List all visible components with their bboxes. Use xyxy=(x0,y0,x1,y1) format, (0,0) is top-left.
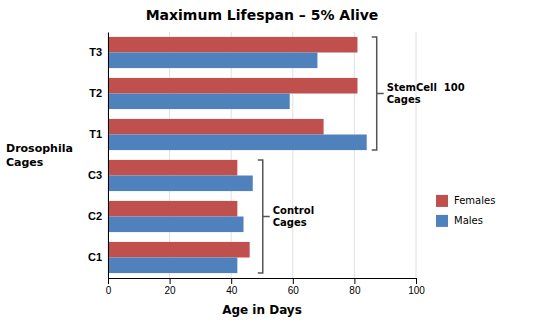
legend-label: Females xyxy=(454,195,495,206)
tick: T3 xyxy=(89,46,102,58)
tick-label: 40 xyxy=(226,285,238,296)
tick-label: 80 xyxy=(349,285,361,296)
legend: Females Males xyxy=(436,195,495,227)
legend-label: Males xyxy=(454,215,483,226)
tick-mark xyxy=(108,278,109,284)
bar xyxy=(108,242,250,258)
tick-label: T3 xyxy=(89,46,102,58)
bar xyxy=(108,94,290,110)
bar xyxy=(108,37,357,53)
axis-line xyxy=(109,279,417,285)
plot: 0 20 40 60 80 100 C1 C2 C3 T1 T2 T3 StemCell 100Cage… xyxy=(88,32,465,296)
bracket xyxy=(372,37,384,150)
grid-line xyxy=(292,32,293,278)
grid-line xyxy=(231,32,232,278)
tick: 60 xyxy=(288,278,300,296)
tick-mark xyxy=(416,278,417,284)
grid-line xyxy=(416,32,417,278)
annotations: StemCell 100Cages ControlCages xyxy=(258,37,465,273)
bar xyxy=(108,217,244,233)
legend-item: Males xyxy=(436,215,483,227)
bar xyxy=(108,78,357,94)
tick: C3 xyxy=(88,169,102,181)
bar xyxy=(108,119,324,135)
tick-label: 60 xyxy=(288,285,300,296)
bar xyxy=(108,160,237,176)
tick: 20 xyxy=(165,278,177,296)
tick-label: C2 xyxy=(88,210,102,222)
grid xyxy=(108,32,416,278)
bracket xyxy=(258,160,270,273)
tick-label: 20 xyxy=(165,285,177,296)
tick: C2 xyxy=(88,210,102,222)
bar xyxy=(108,176,253,192)
annotation: StemCell 100Cages xyxy=(387,82,465,105)
legend-swatch xyxy=(436,215,448,227)
chart: 0 20 40 60 80 100 C1 C2 C3 T1 T2 T3 StemCell 100Cage… xyxy=(0,0,556,322)
bar xyxy=(108,135,367,151)
tick: 100 xyxy=(408,278,425,296)
tick-label: C1 xyxy=(88,251,102,263)
bars xyxy=(108,37,367,273)
tick: T1 xyxy=(89,128,102,140)
grid-line xyxy=(108,32,109,278)
y-axis: C1 C2 C3 T1 T2 T3 xyxy=(88,33,109,279)
y-label: DrosophilaCages xyxy=(6,142,73,169)
legend-swatch xyxy=(436,195,448,207)
tick-label: 0 xyxy=(106,285,112,296)
tick: 80 xyxy=(349,278,361,296)
tick-mark xyxy=(293,278,294,284)
bar xyxy=(108,53,317,69)
tick-label: 100 xyxy=(408,285,425,296)
tick-label: C3 xyxy=(88,169,102,181)
title: Maximum Lifespan – 5% Alive xyxy=(146,7,379,23)
tick-label: T1 xyxy=(89,128,102,140)
legend-item: Females xyxy=(436,195,495,207)
grid-line xyxy=(169,32,170,278)
bar xyxy=(108,258,237,274)
tick-mark xyxy=(170,278,171,284)
grid-line xyxy=(354,32,355,278)
annotation: ControlCages xyxy=(273,205,314,228)
tick-mark xyxy=(231,278,232,284)
x-label: Age in Days xyxy=(222,303,302,317)
bar xyxy=(108,201,237,217)
x-axis: 0 20 40 60 80 100 xyxy=(106,278,426,296)
tick: T2 xyxy=(89,87,102,99)
axis-line xyxy=(108,33,109,279)
tick: 40 xyxy=(226,278,238,296)
tick-label: T2 xyxy=(89,87,102,99)
tick: 0 xyxy=(106,278,112,296)
tick: C1 xyxy=(88,251,102,263)
tick-mark xyxy=(354,278,355,284)
